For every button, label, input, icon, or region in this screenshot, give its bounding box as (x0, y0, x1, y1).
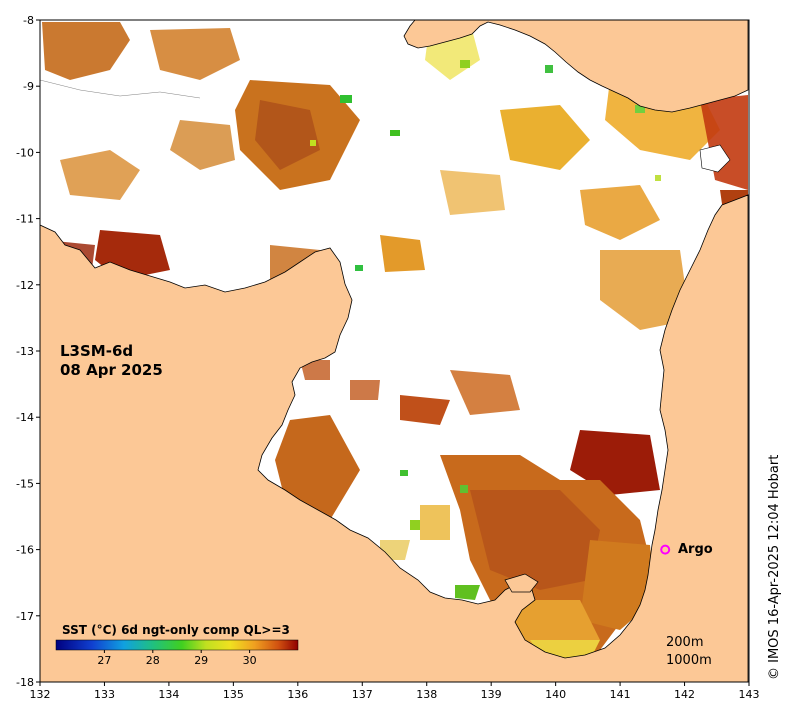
x-tick-label: 138 (416, 688, 437, 701)
x-axis: 132 133 134 135 136 137 138 139 140 141 142 143 (30, 682, 760, 701)
colorbar-title: SST (°C) 6d ngt-only comp QL>=3 (62, 623, 290, 637)
x-tick-label: 136 (287, 688, 308, 701)
sst-field (42, 22, 748, 662)
credit-text: © IMOS 16-Apr-2025 12:04 Hobart (767, 454, 782, 680)
y-tick-label: -14 (16, 411, 34, 424)
x-tick-label: 137 (352, 688, 373, 701)
x-tick-label: 142 (674, 688, 695, 701)
y-tick-label: -13 (16, 345, 34, 358)
argo-float-marker (660, 544, 671, 555)
colorbar-ticks: 27 28 29 30 (97, 650, 257, 667)
x-tick-label: 141 (610, 688, 631, 701)
y-axis: -8 -9 -10 -11 -12 -13 -14 -15 -16 -17 -18 (16, 14, 40, 689)
x-tick-label: 140 (545, 688, 566, 701)
colorbar-tick-label: 29 (194, 654, 208, 667)
colorbar-tick-label: 28 (146, 654, 160, 667)
y-tick-label: -11 (16, 213, 34, 226)
land (40, 20, 749, 682)
x-tick-label: 139 (481, 688, 502, 701)
depth-label-1000: 1000m (666, 653, 712, 668)
argo-label: Argo (678, 542, 713, 557)
x-tick-label: 133 (94, 688, 115, 701)
y-tick-label: -15 (16, 477, 34, 490)
colorbar-tick-label: 27 (97, 654, 111, 667)
y-tick-label: -10 (16, 146, 34, 159)
y-tick-label: -9 (23, 80, 34, 93)
y-tick-label: -8 (23, 14, 34, 27)
x-tick-label: 134 (158, 688, 179, 701)
x-tick-label: 135 (223, 688, 244, 701)
y-tick-label: -18 (16, 676, 34, 689)
date-label: 08 Apr 2025 (60, 361, 163, 379)
product-label: L3SM-6d (60, 342, 134, 360)
y-tick-label: -16 (16, 544, 34, 557)
colorbar (55, 639, 299, 651)
y-tick-label: -12 (16, 279, 34, 292)
y-tick-label: -17 (16, 610, 34, 623)
x-tick-label: 132 (30, 688, 51, 701)
colorbar-tick-label: 30 (243, 654, 257, 667)
depth-label-200: 200m (666, 635, 704, 650)
x-tick-label: 143 (739, 688, 760, 701)
